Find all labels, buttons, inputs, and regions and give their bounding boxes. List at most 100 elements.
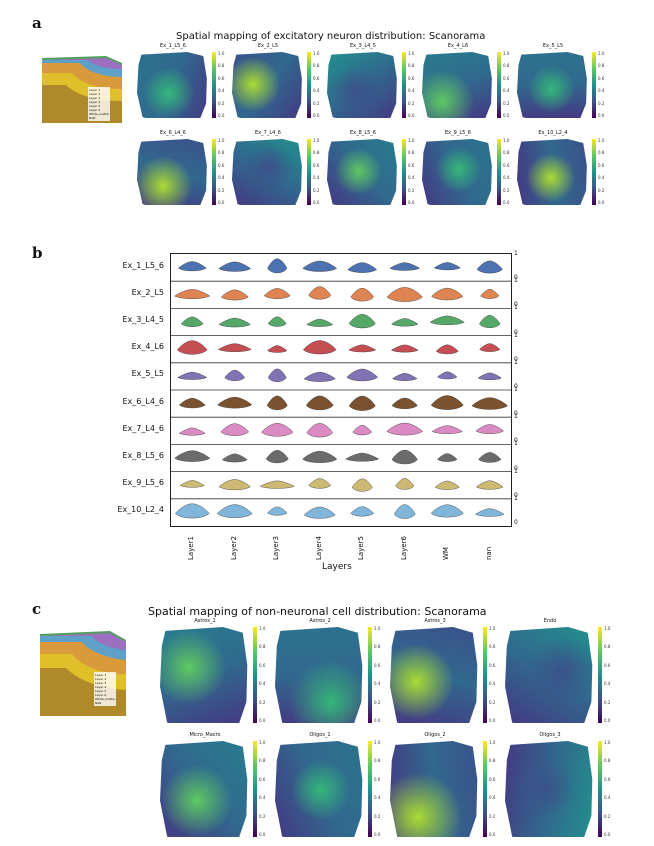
violin-Ex_6_L4_6-WM <box>430 395 464 410</box>
legend-entry: Layer 2 <box>89 92 101 96</box>
violin-Ex_7_L4_6-Layer2 <box>220 423 250 436</box>
violin-Ex_8_L5_6-Layer1 <box>174 450 211 462</box>
colorbar-tick: 0.4 <box>313 175 320 181</box>
colorbar-tick: 0.0 <box>604 832 611 837</box>
violin-Ex_1_L5_6-Layer2 <box>218 261 252 272</box>
colorbar-tick: 0.2 <box>489 813 496 819</box>
colorbar-tick: 0.8 <box>598 150 605 156</box>
map-label: Astros_3 <box>424 618 446 624</box>
colorbar-tick: 0.4 <box>374 681 381 687</box>
violin-right-tick: 1 <box>514 440 518 448</box>
violin-Ex_4_L6-nan <box>479 343 501 352</box>
colorbar-tick: 0.0 <box>598 200 605 205</box>
tissue-heatmap <box>275 627 363 723</box>
colorbar-tick: 1.0 <box>313 51 320 56</box>
violin-Ex_2_L5-Layer1 <box>174 289 211 299</box>
colorbar-tick: 0.8 <box>598 63 605 69</box>
spatial-map: Ex_8_L5_6 1.0 0.8 0.6 0.4 0.2 0.0 <box>327 130 415 205</box>
colorbar-tick: 0.8 <box>313 63 320 69</box>
colorbar-tick: 1.0 <box>259 626 266 631</box>
colorbar-tick: 0.2 <box>489 699 496 705</box>
colorbar <box>598 627 602 723</box>
violin-Ex_10_L2_4-Layer3 <box>267 506 288 516</box>
colorbar-tick: 0.4 <box>604 681 611 687</box>
violin-Ex_4_L6-Layer3 <box>267 345 288 353</box>
colorbar-tick: 1.0 <box>218 138 225 143</box>
violin-row-label: Ex_9_L5_6 <box>122 478 164 488</box>
violin-Ex_2_L5-Layer5 <box>350 287 374 302</box>
colorbar-tick: 0.0 <box>218 200 225 205</box>
map-label: Ex_2_L5 <box>257 43 279 49</box>
violin-Ex_5_L5-Layer3 <box>267 368 287 382</box>
map-label: Astros_1 <box>194 618 216 624</box>
colorbar <box>212 52 216 118</box>
violin-x-label: Layer1 <box>187 536 196 560</box>
map-label: Ex_7_L4_6 <box>255 130 281 136</box>
violin-right-tick: 1 <box>514 304 518 312</box>
violin-row-label: Ex_7_L4_6 <box>122 423 164 433</box>
legend-entry: Layer 4 <box>89 100 101 104</box>
violin-xlabel: Layers <box>322 562 352 572</box>
layer-map-c-svg <box>40 631 126 716</box>
colorbar <box>497 52 501 118</box>
legend-entry: White_matter <box>89 112 110 116</box>
layer-legend-map-c: Layer 1 Layer 2 Layer 3 Layer 4 Layer 5 … <box>36 630 131 720</box>
colorbar-tick: 0.8 <box>604 758 611 764</box>
colorbar <box>402 52 406 118</box>
colorbar-tick: 0.8 <box>503 150 510 156</box>
colorbar-tick: 0.2 <box>259 813 266 819</box>
tissue-heatmap <box>390 741 478 837</box>
map-label: Ex_4_L6 <box>447 43 469 49</box>
spatial-map: Ex_7_L4_6 1.0 0.8 0.6 0.4 0.2 0.0 <box>232 130 320 205</box>
violin-row-label: Ex_6_L4_6 <box>122 396 164 406</box>
violin-right-tick: 1 <box>514 413 518 421</box>
spatial-map: Oligos_3 1.0 0.8 0.6 0.4 0.2 0.0 <box>505 732 611 837</box>
colorbar-tick: 1.0 <box>408 138 415 143</box>
layer-legend-map-a: Layer 1 Layer 2 Layer 3 Layer 4 Layer 5 … <box>36 55 126 125</box>
map-label: Oligos_3 <box>539 732 561 738</box>
colorbar <box>497 139 501 205</box>
colorbar-tick: 0.0 <box>503 200 510 205</box>
spatial-map: Micro_Macro 1.0 0.8 0.6 0.4 0.2 0.0 <box>160 732 266 837</box>
colorbar-tick: 0.8 <box>489 644 496 650</box>
legend-entry: Layer 5 <box>95 689 107 693</box>
violin-x-label: Layer6 <box>399 536 408 560</box>
colorbar-tick: 0.6 <box>604 776 611 782</box>
colorbar-tick: 0.0 <box>313 113 320 118</box>
map-label: Endo <box>543 618 557 624</box>
legend-entry: NaN <box>95 701 102 705</box>
colorbar-tick: 0.2 <box>598 187 605 193</box>
colorbar-tick: 0.2 <box>218 100 225 106</box>
violin-x-label: Layer4 <box>314 536 323 560</box>
violin-right-tick: 0 <box>514 410 518 418</box>
violin-Ex_3_L4_5-Layer2 <box>218 317 251 328</box>
colorbar-tick: 0.8 <box>408 63 415 69</box>
colorbar-tick: 0.6 <box>489 662 496 668</box>
tissue-heatmap <box>327 52 397 118</box>
colorbar-tick: 0.0 <box>374 832 381 837</box>
colorbar <box>592 52 596 118</box>
colorbar-tick: 0.2 <box>259 699 266 705</box>
colorbar-tick: 0.6 <box>503 75 510 81</box>
violin-Ex_6_L4_6-Layer3 <box>266 395 288 411</box>
violin-Ex_10_L2_4-Layer5 <box>350 506 375 517</box>
colorbar <box>307 52 311 118</box>
colorbar-tick: 0.0 <box>503 113 510 118</box>
violin-Ex_3_L4_5-WM <box>429 315 465 326</box>
violin-right-tick: 0 <box>514 491 518 499</box>
colorbar <box>598 741 602 837</box>
violin-Ex_10_L2_4-Layer1 <box>174 503 210 519</box>
legend-entry: Layer 3 <box>95 681 107 685</box>
legend-entry: Layer 1 <box>89 88 101 92</box>
violin-svg <box>171 258 511 519</box>
violin-Ex_9_L5_6-Layer5 <box>351 478 373 492</box>
violin-Ex_2_L5-nan <box>480 288 500 299</box>
colorbar-tick: 0.4 <box>598 88 605 94</box>
tissue-heatmap <box>517 139 587 205</box>
colorbar <box>212 139 216 205</box>
map-label: Oligos_2 <box>424 732 446 738</box>
colorbar-tick: 0.6 <box>408 75 415 81</box>
spatial-map: Astros_1 1.0 0.8 0.6 0.4 0.2 0.0 <box>160 618 266 723</box>
colorbar-tick: 0.0 <box>598 113 605 118</box>
colorbar-tick: 0.4 <box>218 175 225 181</box>
